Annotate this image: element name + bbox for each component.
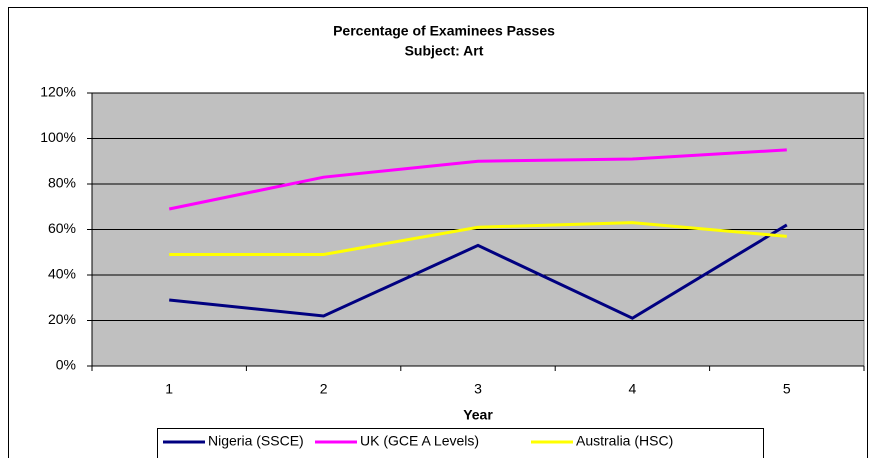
y-tick-label: 100%: [40, 129, 76, 145]
x-tick-label: 5: [783, 381, 791, 397]
x-axis-title: Year: [463, 407, 493, 423]
chart-frame: [8, 7, 868, 458]
series-line: [168, 148, 787, 211]
y-tick-label: 120%: [40, 84, 76, 100]
chart-subtitle: Subject: Art: [405, 43, 484, 59]
x-tick-label: 3: [474, 381, 482, 397]
y-tick-label: 40%: [48, 266, 76, 282]
x-tick-label: 1: [165, 381, 173, 397]
y-tick-label: 60%: [48, 220, 76, 236]
x-tick-label: 4: [629, 381, 637, 397]
chart-title: Percentage of Examinees Passes: [333, 23, 555, 39]
y-tick-label: 20%: [48, 311, 76, 327]
series-line: [169, 221, 787, 257]
legend-label: Nigeria (SSCE): [208, 433, 304, 449]
legend-label: Australia (HSC): [576, 433, 673, 449]
y-tick-label: 0%: [56, 357, 76, 373]
series-line: [169, 223, 788, 320]
legend-box: [157, 428, 764, 458]
x-tick-label: 2: [320, 381, 328, 397]
y-tick-label: 80%: [48, 175, 76, 191]
legend-label: UK (GCE A Levels): [360, 433, 479, 449]
